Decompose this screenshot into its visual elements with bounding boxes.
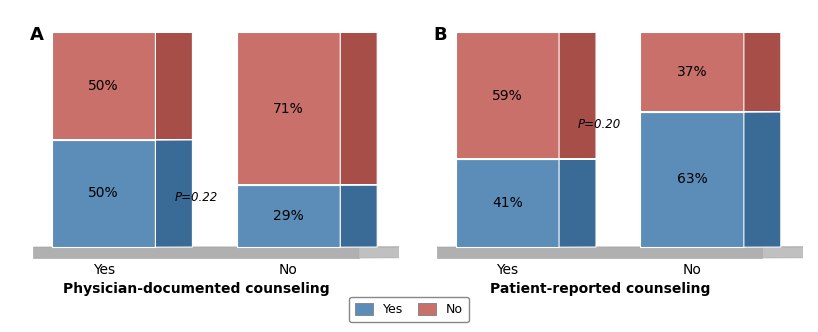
Polygon shape (359, 247, 414, 258)
Polygon shape (236, 185, 340, 247)
Text: P=0.22: P=0.22 (174, 191, 218, 204)
Polygon shape (744, 112, 781, 247)
Text: A: A (29, 26, 43, 44)
Polygon shape (744, 32, 781, 112)
Text: 41%: 41% (492, 196, 523, 210)
Polygon shape (559, 159, 596, 247)
Polygon shape (456, 32, 559, 159)
Polygon shape (559, 32, 596, 159)
Text: No: No (279, 263, 298, 277)
Polygon shape (640, 112, 744, 247)
Text: P=0.20: P=0.20 (578, 118, 622, 131)
Polygon shape (340, 32, 377, 185)
Polygon shape (155, 32, 192, 140)
Text: 71%: 71% (273, 102, 303, 116)
Text: 50%: 50% (88, 187, 119, 201)
Polygon shape (340, 185, 377, 247)
Text: 50%: 50% (88, 79, 119, 93)
Polygon shape (52, 140, 155, 247)
Polygon shape (762, 247, 818, 258)
Text: Patient-reported counseling: Patient-reported counseling (489, 282, 710, 295)
Text: Yes: Yes (497, 263, 519, 277)
Polygon shape (437, 247, 762, 258)
Text: 37%: 37% (676, 65, 708, 79)
Text: B: B (434, 26, 447, 44)
Polygon shape (155, 139, 192, 247)
Polygon shape (34, 247, 359, 258)
Text: Yes: Yes (92, 263, 115, 277)
Legend: Yes, No: Yes, No (349, 297, 469, 322)
Polygon shape (52, 32, 155, 140)
Polygon shape (640, 32, 744, 112)
Polygon shape (236, 32, 340, 185)
Text: 59%: 59% (492, 89, 523, 103)
Text: No: No (683, 263, 702, 277)
Text: Physician-documented counseling: Physician-documented counseling (63, 282, 330, 295)
Polygon shape (456, 159, 559, 247)
Text: 63%: 63% (676, 173, 708, 187)
Text: 29%: 29% (273, 209, 303, 223)
